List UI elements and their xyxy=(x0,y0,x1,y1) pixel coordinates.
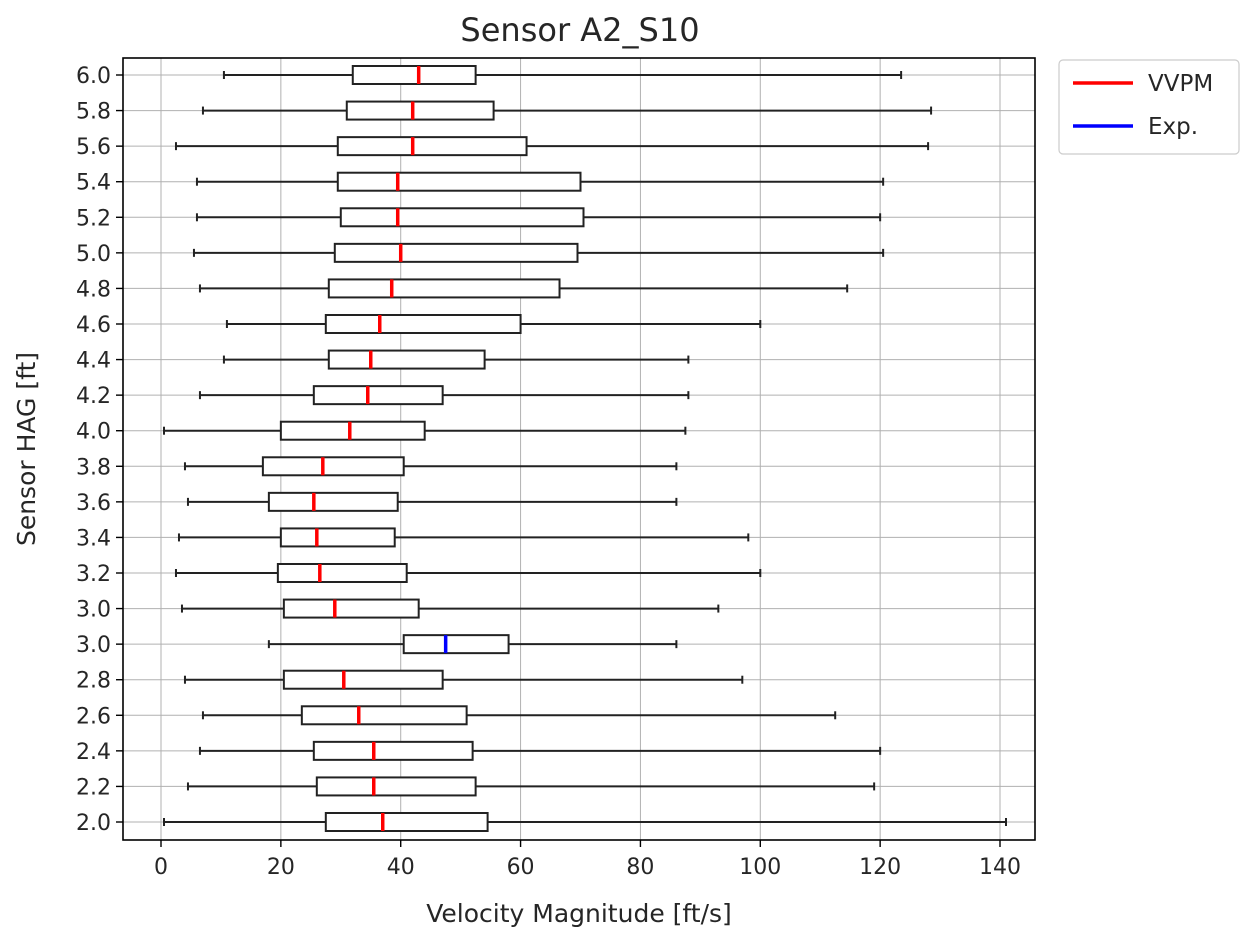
box-iqr xyxy=(312,740,474,761)
box-iqr xyxy=(267,491,399,512)
box-iqr xyxy=(276,563,408,583)
box-iqr xyxy=(327,349,486,370)
y-tick-label: 2.2 xyxy=(76,775,111,800)
box-iqr xyxy=(279,420,426,441)
box-group xyxy=(225,314,762,334)
x-tick-label: 120 xyxy=(859,855,901,880)
y-tick-label: 4.4 xyxy=(76,349,111,374)
y-tick-label: 3.8 xyxy=(76,455,111,480)
box-iqr xyxy=(300,705,468,726)
box-group xyxy=(222,349,690,370)
box-group xyxy=(198,385,690,406)
box-iqr xyxy=(282,669,444,690)
x-axis: 0 20 40 60 80 100 120 140 xyxy=(154,840,1021,880)
box-group xyxy=(162,812,1007,832)
box-iqr xyxy=(333,242,579,263)
x-tick-label: 100 xyxy=(739,855,781,880)
y-axis: 6.0 5.8 5.6 5.4 5.2 5.0 4.8 4.6 4.4 4.2 4.0 3.8 3.6 3… xyxy=(76,64,123,836)
y-tick-label: 2.8 xyxy=(76,669,111,694)
box-iqr xyxy=(402,634,510,655)
box-group xyxy=(186,776,876,797)
legend-label-exp: Exp. xyxy=(1148,114,1198,140)
y-tick-label: 2.4 xyxy=(76,740,111,765)
box-group xyxy=(186,491,678,512)
box-group xyxy=(183,456,678,477)
x-tick-label: 80 xyxy=(626,855,654,880)
legend: VVPM Exp. xyxy=(1058,59,1240,155)
y-tick-label: 3.0 xyxy=(76,633,111,658)
y-tick-label: 2.0 xyxy=(76,811,111,836)
chart-title: Sensor A2_S10 xyxy=(460,11,699,49)
box-iqr xyxy=(327,278,561,299)
x-tick-label: 140 xyxy=(979,855,1021,880)
box-iqr xyxy=(315,776,477,797)
box-iqr xyxy=(282,598,420,619)
box-iqr xyxy=(261,456,405,477)
box-group xyxy=(183,669,744,690)
y-tick-label: 5.4 xyxy=(76,171,111,196)
box-iqr xyxy=(351,65,477,85)
y-tick-label: 3.2 xyxy=(76,562,111,587)
box-group xyxy=(222,65,903,85)
box-iqr xyxy=(336,136,528,157)
box-group xyxy=(201,100,933,121)
y-tick-label: 5.6 xyxy=(76,135,111,160)
box-group xyxy=(180,598,720,619)
x-axis-label: Velocity Magnitude [ft/s] xyxy=(426,899,732,928)
y-tick-label: 6.0 xyxy=(76,64,111,89)
y-tick-label: 4.0 xyxy=(76,420,111,445)
y-tick-label: 5.2 xyxy=(76,206,111,231)
x-tick-label: 0 xyxy=(154,855,168,880)
box-group xyxy=(177,527,750,548)
box-group xyxy=(198,740,882,761)
plot-frame xyxy=(122,57,1036,841)
y-tick-label: 3.0 xyxy=(76,598,111,623)
y-axis-label: Sensor HAG [ft] xyxy=(12,352,41,546)
box-iqr xyxy=(312,385,444,406)
box-group xyxy=(174,563,762,583)
box-group xyxy=(192,242,885,263)
y-tick-label: 3.4 xyxy=(76,526,111,551)
y-tick-label: 5.0 xyxy=(76,242,111,267)
y-tick-label: 4.8 xyxy=(76,277,111,302)
box-iqr xyxy=(279,527,396,548)
y-tick-label: 4.6 xyxy=(76,313,111,338)
box-iqr xyxy=(324,812,489,832)
box-group xyxy=(195,171,885,192)
x-tick-label: 20 xyxy=(267,855,295,880)
box-group xyxy=(195,207,882,228)
box-group xyxy=(174,136,930,157)
box-iqr xyxy=(339,207,585,228)
x-tick-label: 60 xyxy=(507,855,535,880)
y-tick-label: 3.6 xyxy=(76,491,111,516)
box-group xyxy=(162,420,687,441)
y-tick-label: 5.8 xyxy=(76,100,111,125)
box-iqr xyxy=(324,314,522,334)
box-iqr xyxy=(336,171,582,192)
box-group xyxy=(267,634,678,655)
box-group xyxy=(198,278,849,299)
y-tick-label: 4.2 xyxy=(76,384,111,409)
boxes-layer xyxy=(162,65,1007,832)
legend-label-vvpm: VVPM xyxy=(1148,71,1213,97)
box-iqr xyxy=(345,100,495,121)
x-tick-label: 40 xyxy=(387,855,415,880)
box-group xyxy=(201,705,837,726)
y-tick-label: 2.6 xyxy=(76,704,111,729)
